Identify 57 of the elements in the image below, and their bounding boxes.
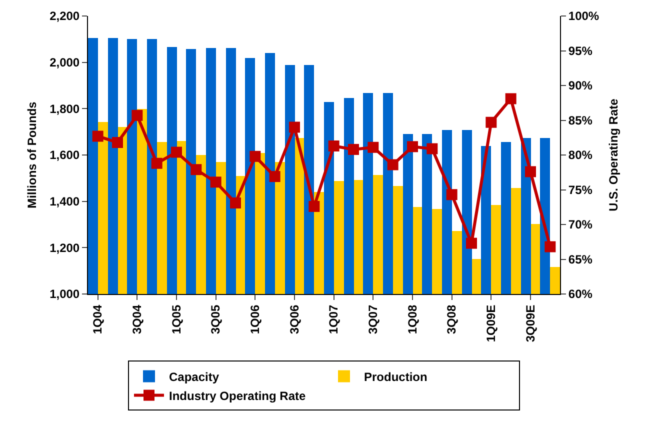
legend-label: Capacity bbox=[169, 370, 220, 384]
y2-tick-label: 95% bbox=[568, 44, 593, 58]
y-tick-label: 1,600 bbox=[50, 148, 80, 162]
point bbox=[426, 143, 438, 154]
point bbox=[92, 130, 104, 142]
point bbox=[505, 93, 516, 104]
point bbox=[328, 140, 340, 152]
point bbox=[348, 144, 359, 155]
y2-tick-label: 90% bbox=[568, 78, 593, 93]
x-tick-label: 3Q08 bbox=[444, 304, 459, 334]
x-tick-label: 3Q09E bbox=[523, 304, 538, 342]
y-tick-label: 2,000 bbox=[50, 56, 80, 70]
point bbox=[525, 166, 536, 178]
y2-tick-label: 100% bbox=[568, 9, 600, 24]
x-tick-label: 1Q04 bbox=[90, 304, 105, 334]
point bbox=[544, 241, 556, 252]
x-tick-label: 3Q07 bbox=[366, 304, 380, 334]
x-tick-label: 3Q04 bbox=[130, 304, 144, 334]
point bbox=[486, 116, 497, 128]
point bbox=[171, 146, 182, 158]
x-tick-label: 3Q05 bbox=[208, 304, 223, 334]
y2-tick-label: 75% bbox=[568, 182, 593, 197]
point bbox=[112, 136, 123, 148]
point bbox=[308, 200, 320, 212]
point bbox=[210, 176, 222, 188]
point bbox=[230, 197, 241, 208]
point bbox=[387, 159, 398, 170]
y-tick-label: 1,400 bbox=[50, 194, 80, 209]
y2-tick-label: 65% bbox=[568, 252, 593, 266]
legend-label: Industry Operating Rate bbox=[169, 388, 306, 403]
point bbox=[446, 189, 458, 200]
point bbox=[368, 142, 379, 153]
x-tick-label: 1Q08 bbox=[405, 304, 420, 334]
x-tick-label: 1Q09E bbox=[484, 304, 498, 342]
legend-label: Production bbox=[364, 370, 428, 384]
point bbox=[250, 150, 261, 162]
y2-tick-label: 80% bbox=[568, 148, 593, 162]
x-tick-label: 1Q07 bbox=[326, 304, 341, 334]
y2-tick-label: 85% bbox=[568, 113, 593, 128]
y2-tick-label: 70% bbox=[568, 218, 593, 232]
point bbox=[190, 164, 202, 176]
x-tick-label: 1Q05 bbox=[169, 304, 184, 334]
x-tick-label: 1Q06 bbox=[248, 304, 262, 334]
point bbox=[269, 171, 280, 182]
y2-axis-title: U.S. Operating Rate bbox=[606, 98, 620, 212]
y2-tick-label: 60% bbox=[568, 287, 593, 302]
y-axis-title: Millions of Pounds bbox=[24, 101, 39, 208]
point bbox=[289, 122, 300, 133]
point bbox=[466, 238, 477, 249]
point bbox=[151, 158, 162, 169]
point bbox=[407, 141, 418, 152]
point bbox=[132, 110, 143, 121]
x-tick-label: 3Q06 bbox=[287, 304, 302, 334]
y-tick-label: 1,000 bbox=[50, 287, 80, 302]
y-tick-label: 1,800 bbox=[50, 102, 80, 116]
y-tick-label: 2,200 bbox=[50, 9, 80, 24]
y-tick-label: 1,200 bbox=[50, 240, 80, 255]
